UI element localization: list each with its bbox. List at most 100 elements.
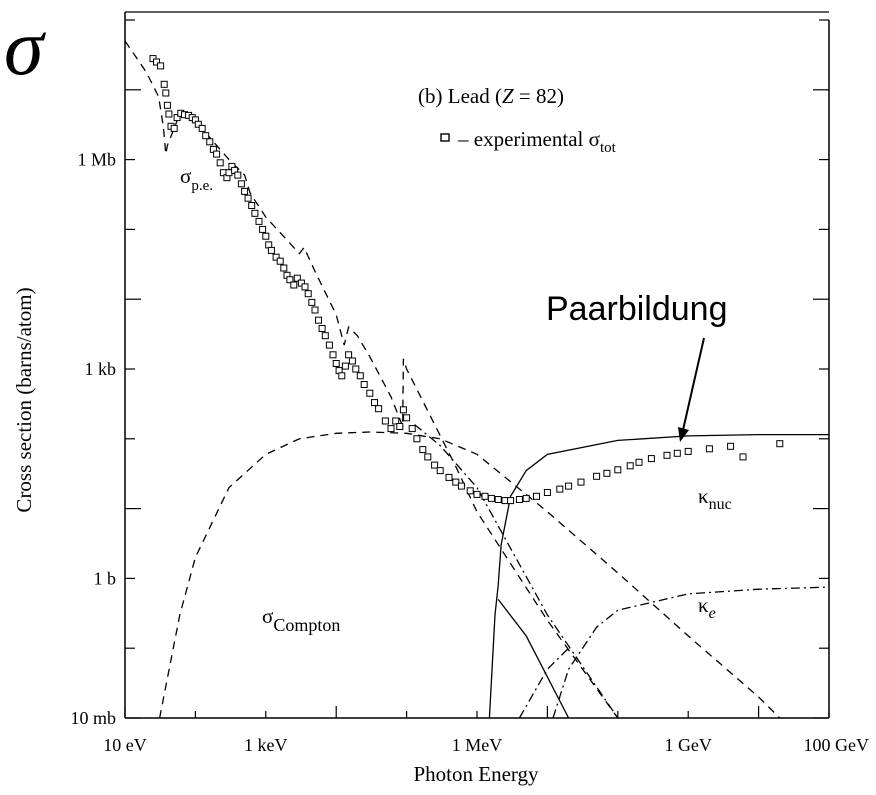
experimental-point — [293, 274, 301, 282]
experimental-point — [673, 449, 681, 457]
experimental-point — [481, 492, 489, 500]
label-knuc-sub: nuc — [709, 496, 732, 513]
experimental-point — [153, 58, 160, 66]
experimental-point — [635, 458, 643, 466]
experimental-point — [727, 442, 735, 450]
experimental-point — [543, 489, 551, 496]
experimental-point — [424, 453, 432, 461]
experimental-point — [403, 414, 411, 422]
experimental-point — [515, 496, 523, 503]
y-tick-label: 1 b — [94, 568, 117, 588]
experimental-point — [241, 187, 249, 195]
title-part-1: (b) Lead ( — [418, 84, 502, 108]
x-tick-label: 10 eV — [103, 735, 147, 755]
title-part-z: Z — [502, 84, 514, 108]
label-kappa-nuc: κnuc — [698, 484, 732, 513]
experimental-point — [431, 461, 439, 469]
label-sigma-pe-main: σ — [180, 164, 191, 188]
experimental-point — [413, 435, 421, 443]
paarbildung-arrow-line — [682, 337, 705, 431]
experimental-point — [507, 497, 515, 505]
series-compton — [158, 431, 781, 719]
experimental-point — [739, 453, 747, 461]
experimental-point — [338, 372, 346, 380]
experimental-point — [259, 225, 267, 233]
experimental-point — [341, 362, 349, 370]
experimental-point — [556, 485, 564, 493]
experimental-point — [387, 425, 395, 433]
experimental-point — [301, 283, 309, 291]
experimental-point — [202, 132, 210, 140]
label-compton-sub: Compton — [273, 615, 340, 635]
experimental-point — [663, 451, 671, 459]
label-sigma-pe-sub: p.e. — [191, 178, 213, 194]
series-pair_falling — [497, 599, 570, 719]
experimental-point — [244, 194, 252, 202]
experimental-point — [436, 467, 444, 475]
experimental-point — [352, 365, 360, 373]
experimental-point — [626, 462, 634, 470]
y-axis-title: Cross section (barns/atom) — [12, 287, 36, 512]
experimental-point — [315, 316, 322, 324]
experimental-point — [577, 478, 585, 486]
sigma-corner-symbol: σ — [4, 4, 46, 92]
experimental-point — [348, 357, 356, 365]
experimental-point — [345, 351, 353, 359]
experimental-point — [304, 290, 312, 298]
label-knuc-main: κ — [698, 484, 709, 508]
experimental-point — [234, 171, 242, 179]
experimental-points — [149, 55, 784, 505]
y-tick-label: 10 mb — [70, 708, 116, 728]
experimental-point — [206, 138, 214, 146]
paarbildung-arrow-head-icon — [678, 427, 689, 442]
experimental-point — [603, 469, 611, 477]
series-ke_left — [518, 647, 570, 719]
series-pe — [124, 40, 619, 719]
experimental-point — [408, 425, 416, 433]
legend-main: – experimental σ — [457, 127, 600, 151]
experimental-point — [329, 351, 337, 359]
experimental-point — [487, 494, 495, 502]
experimental-point — [251, 209, 259, 217]
series-knuc — [488, 433, 829, 719]
experimental-point — [163, 101, 171, 109]
experimental-point — [533, 492, 540, 500]
experimental-point — [321, 332, 329, 340]
experimental-point — [445, 473, 453, 481]
experimental-point — [452, 478, 460, 486]
experimental-point — [255, 217, 263, 225]
experimental-point — [360, 381, 368, 388]
experimental-point — [267, 246, 275, 254]
experimental-point — [494, 496, 502, 503]
experimental-point — [366, 389, 374, 397]
experimental-point — [311, 306, 319, 314]
legend-sub: tot — [600, 140, 617, 156]
experimental-point — [237, 180, 245, 188]
y-tick-label: 1 kb — [85, 359, 117, 379]
x-tick-label: 100 GeV — [804, 735, 870, 755]
experimental-point — [318, 325, 326, 332]
experimental-point — [392, 417, 400, 425]
experimental-point — [160, 80, 168, 88]
tick-labels: 10 eV 1 keV 1 MeV 1 GeV 100 GeV 10 mb 1 b 1 kb 1… — [70, 150, 869, 755]
experimental-point — [280, 264, 288, 272]
x-tick-label: 1 MeV — [452, 735, 503, 755]
experimental-point — [165, 110, 173, 118]
experimental-point — [276, 257, 284, 265]
x-axis-title: Photon Energy — [413, 762, 539, 786]
experimental-point — [776, 440, 784, 448]
experimental-point — [356, 372, 364, 380]
experimental-point — [399, 406, 407, 414]
experimental-point — [381, 417, 389, 425]
experimental-point — [290, 281, 298, 289]
experimental-point — [157, 62, 165, 70]
series-ke — [552, 586, 830, 719]
plot-frame — [124, 11, 830, 719]
experimental-point — [308, 298, 316, 306]
label-compton-main: σ — [262, 604, 273, 628]
tick-marks — [124, 19, 830, 719]
experimental-point — [371, 399, 378, 407]
label-ke-sub: e — [709, 605, 716, 622]
experimental-point — [522, 494, 530, 502]
